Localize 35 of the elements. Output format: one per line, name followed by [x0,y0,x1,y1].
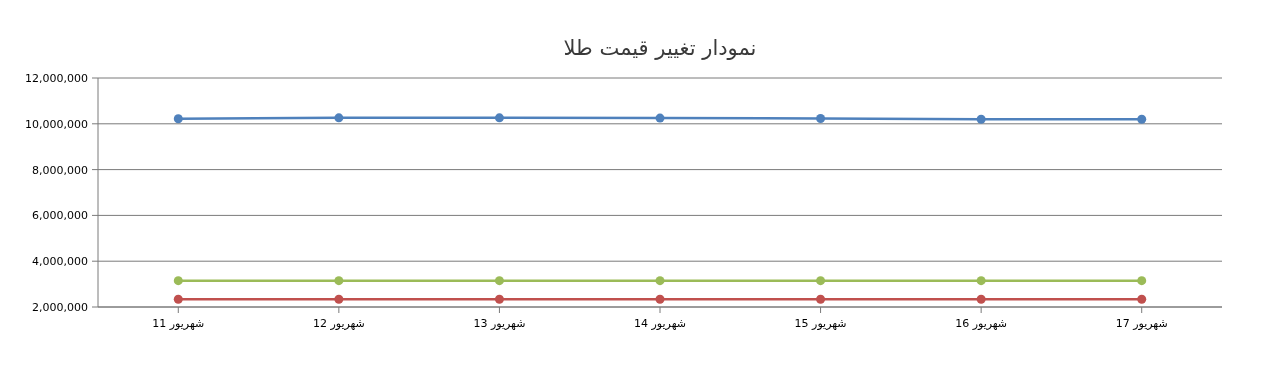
point [494,294,504,304]
y-tick-label: 2,000,000 [32,301,88,314]
point [494,276,504,286]
point [976,294,986,304]
x-tick-label: شهریور 14 [634,317,686,330]
x-tick-label: شهریور 13 [473,317,526,330]
point [1137,294,1147,304]
point [173,114,183,124]
point [173,294,183,304]
x-tick-label: شهریور 17 [1115,317,1168,330]
point [1137,276,1147,286]
point [494,113,504,123]
point [655,294,665,304]
y-tick-label: 8,000,000 [32,163,88,177]
y-tick-label: 4,000,000 [32,255,88,269]
point [334,276,344,286]
chart-title: نمودار تغییر قیمت طلا [563,36,757,60]
point [1137,114,1147,124]
point [334,113,344,123]
y-tick-label: 10,000,000 [25,117,88,131]
x-tick-label: شهریور 11 [152,317,205,330]
point [655,113,665,123]
point [976,114,986,124]
x-tick-label: شهریور 16 [955,317,1008,330]
point [816,276,826,286]
y-tick-label: 6,000,000 [32,209,88,223]
y-tick-label: 12,000,000 [25,72,88,85]
point [655,276,665,286]
point [816,294,826,304]
x-tick-label: شهریور 12 [312,317,365,330]
point [976,276,986,286]
point [816,114,826,124]
point [173,276,183,286]
x-tick-label: شهریور 15 [794,317,847,330]
point [334,294,344,304]
